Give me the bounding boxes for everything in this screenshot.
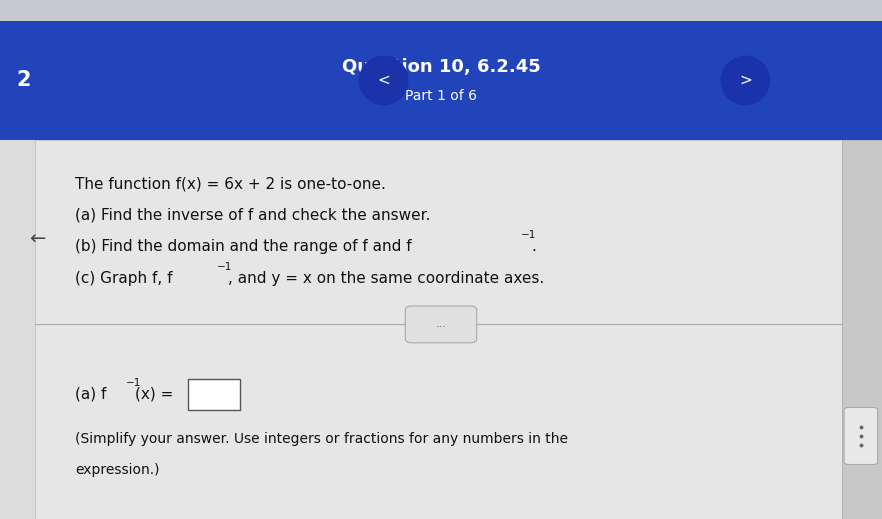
FancyBboxPatch shape bbox=[35, 140, 842, 519]
FancyBboxPatch shape bbox=[406, 306, 476, 343]
Text: ...: ... bbox=[436, 319, 446, 330]
Text: 2: 2 bbox=[16, 71, 30, 90]
FancyBboxPatch shape bbox=[188, 379, 240, 410]
Text: Question 10, 6.2.45: Question 10, 6.2.45 bbox=[341, 59, 541, 76]
Text: Part 1 of 6: Part 1 of 6 bbox=[405, 89, 477, 103]
Text: (c) Graph f, f: (c) Graph f, f bbox=[75, 271, 173, 286]
Ellipse shape bbox=[721, 56, 770, 105]
Text: expression.): expression.) bbox=[75, 463, 160, 476]
FancyBboxPatch shape bbox=[842, 140, 882, 519]
Text: (x) =: (x) = bbox=[135, 387, 173, 402]
Text: <: < bbox=[377, 73, 390, 88]
FancyBboxPatch shape bbox=[0, 0, 882, 21]
Text: (b) Find the domain and the range of f and f: (b) Find the domain and the range of f a… bbox=[75, 239, 412, 254]
Text: The function f(x) = 6x + 2 is one-to-one.: The function f(x) = 6x + 2 is one-to-one… bbox=[75, 177, 385, 192]
Ellipse shape bbox=[359, 56, 408, 105]
Text: (Simplify your answer. Use integers or fractions for any numbers in the: (Simplify your answer. Use integers or f… bbox=[75, 432, 568, 445]
Text: −1: −1 bbox=[521, 230, 536, 240]
Text: .: . bbox=[532, 239, 537, 254]
Text: −1: −1 bbox=[217, 262, 232, 272]
Text: (a) Find the inverse of f and check the answer.: (a) Find the inverse of f and check the … bbox=[75, 208, 430, 223]
Text: ←: ← bbox=[29, 229, 45, 248]
FancyBboxPatch shape bbox=[0, 21, 882, 140]
Text: >: > bbox=[739, 73, 751, 88]
FancyBboxPatch shape bbox=[844, 407, 878, 465]
Text: −1: −1 bbox=[126, 378, 141, 388]
Text: (a) f: (a) f bbox=[75, 387, 107, 402]
Text: , and y = x on the same coordinate axes.: , and y = x on the same coordinate axes. bbox=[228, 271, 544, 286]
